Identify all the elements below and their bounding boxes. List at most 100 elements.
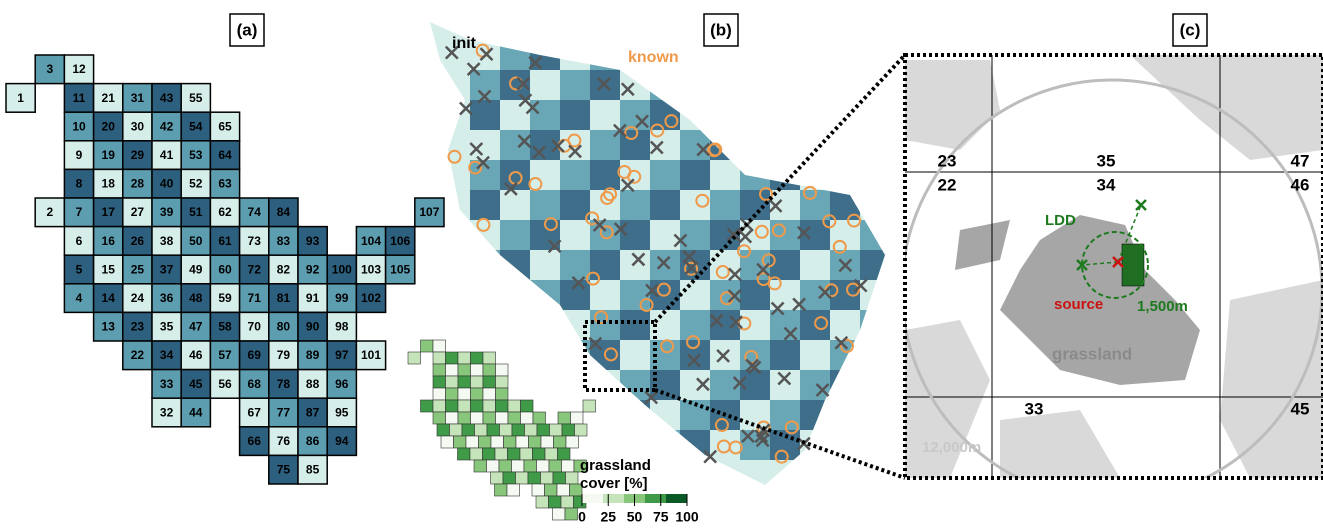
mini-cell [553, 508, 566, 520]
cell-label: 88 [306, 377, 320, 391]
cell-label: 36 [160, 291, 174, 305]
cell-label: 22 [938, 175, 957, 194]
mini-cell [529, 436, 542, 448]
cell-label: 84 [277, 205, 291, 219]
checker-cell [680, 70, 710, 100]
mini-cell [496, 412, 509, 424]
checker-cell [860, 220, 890, 250]
checker-cell [770, 430, 800, 460]
cell-label: 24 [131, 291, 145, 305]
cell-label: 70 [248, 320, 262, 334]
cell-label: 4 [76, 291, 83, 305]
cell-label: 45 [1291, 399, 1310, 418]
cell-label: 23 [131, 320, 145, 334]
checker-cell [710, 190, 740, 220]
checker-cell [560, 40, 590, 70]
cell-label: 29 [131, 148, 145, 162]
cell-label: 62 [218, 205, 232, 219]
checker-cell [560, 70, 590, 100]
mini-cell [545, 448, 558, 460]
checker-cell [800, 250, 830, 280]
cell-label: 83 [277, 234, 291, 248]
checker-cell [470, 250, 500, 280]
checker-cell [500, 130, 530, 160]
checker-cell [740, 310, 770, 340]
cell-label: 50 [189, 234, 203, 248]
checker-cell [500, 100, 530, 130]
checker-cell [650, 400, 680, 430]
cell-label: 49 [189, 262, 203, 276]
checker-cell [530, 70, 560, 100]
mini-cell [507, 484, 520, 496]
checker-cell [620, 430, 650, 460]
cell-label: 57 [218, 348, 232, 362]
cell-label: 35 [1097, 151, 1116, 170]
checker-cell [860, 340, 890, 370]
cell-label: 19 [102, 148, 116, 162]
cell-label: 77 [277, 405, 291, 419]
ldd-label: LDD [1045, 212, 1076, 229]
checker-cell [800, 280, 830, 310]
checker-cell [650, 430, 680, 460]
checker-cell [860, 370, 890, 400]
mini-cell [533, 448, 546, 460]
checker-cell [800, 130, 830, 160]
checker-cell [860, 130, 890, 160]
cell-label: 91 [306, 291, 320, 305]
cell-label: 7 [76, 205, 83, 219]
mini-cell [508, 400, 521, 412]
mini-cell [525, 424, 538, 436]
cell-label: 32 [160, 405, 174, 419]
colorbar-swatch [666, 494, 687, 503]
checker-cell [500, 40, 530, 70]
cell-label: 86 [306, 434, 320, 448]
mini-cell [508, 448, 521, 460]
checker-cell [830, 40, 860, 70]
checker-cell [830, 100, 860, 130]
checker-cell [860, 430, 890, 460]
cell-label: 15 [102, 262, 116, 276]
checker-cell [620, 280, 650, 310]
mini-cell [446, 388, 459, 400]
checker-cell [590, 40, 620, 70]
cell-label: 39 [160, 205, 174, 219]
cell-label: 101 [361, 348, 381, 362]
cell-label: 28 [131, 177, 145, 191]
cell-label: 26 [131, 234, 145, 248]
legend-tick-label: 0 [578, 509, 586, 525]
checker-cell [740, 130, 770, 160]
mini-cell [458, 376, 471, 388]
cell-label: 98 [335, 320, 349, 334]
cell-label: 17 [102, 205, 116, 219]
mini-cell [474, 460, 487, 472]
cell-label: 76 [277, 434, 291, 448]
checker-cell [680, 340, 710, 370]
checker-cell [650, 70, 680, 100]
checker-cell [770, 100, 800, 130]
mini-cell [483, 364, 496, 376]
checker-cell [770, 130, 800, 160]
cell-label: 11 [73, 91, 86, 105]
checker-cell [800, 400, 830, 430]
mini-cell [524, 460, 537, 472]
colorbar-swatch [645, 494, 666, 503]
checker-cell [800, 70, 830, 100]
checker-cell [560, 280, 590, 310]
panel-label: (a) [237, 20, 258, 39]
cell-label: 18 [102, 177, 116, 191]
checker-cell [470, 190, 500, 220]
cell-label: 16 [102, 234, 116, 248]
mini-cell [575, 424, 588, 436]
checker-cell [830, 340, 860, 370]
mini-cell [508, 412, 521, 424]
mini-cell [554, 436, 567, 448]
mini-cell [528, 472, 541, 484]
mini-cell [471, 400, 484, 412]
checker-cell [620, 400, 650, 430]
cell-label: 8 [76, 177, 83, 191]
mini-cell [433, 340, 446, 352]
cell-label: 105 [390, 262, 410, 276]
checker-cell [770, 70, 800, 100]
cell-label: 74 [248, 205, 262, 219]
mini-cell [532, 484, 545, 496]
